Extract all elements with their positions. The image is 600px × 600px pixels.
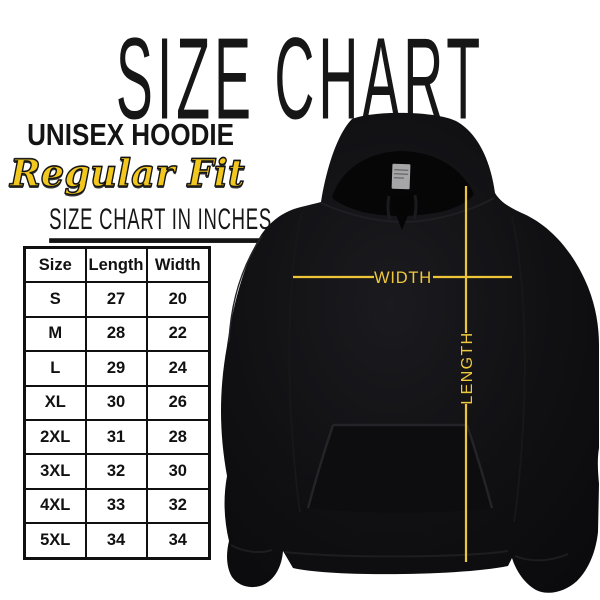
product-name: UNISEX HOODIE (27, 117, 235, 152)
table-heading: SIZE CHART IN INCHES (49, 204, 272, 243)
table-cell: 30 (84, 384, 148, 421)
size-table: Size Length Width S 27 20 M 28 22 L 29 2… (23, 246, 211, 560)
left-column: UNISEX HOODIE Regular Fit SIZE CHART IN … (9, 117, 272, 243)
sleeve-highlight (228, 235, 263, 343)
drawstrings (386, 194, 418, 221)
table-cell: 2XL (23, 418, 87, 456)
table-cell: 22 (145, 315, 211, 353)
table-row: L 29 24 (23, 350, 211, 387)
neck-label (391, 163, 411, 190)
table-cell: S (23, 281, 87, 318)
measurement-overlay: WIDTH LENGTH (293, 186, 512, 562)
width-measure-label: WIDTH (374, 269, 432, 287)
cuff-seams (230, 544, 569, 562)
table-row: 5XL 34 34 (23, 522, 211, 560)
fit-label: Regular Fit (9, 150, 245, 195)
table-cell: 4XL (23, 487, 87, 525)
table-cell: 27 (84, 281, 148, 318)
hem-seam (284, 550, 509, 558)
table-cell: 32 (145, 487, 211, 525)
table-cell: 28 (84, 315, 148, 353)
table-cell: 20 (145, 281, 211, 318)
table-row: 2XL 31 28 (23, 418, 211, 456)
neck-shadow (388, 192, 417, 230)
table-cell: 33 (84, 487, 148, 525)
table-cell: 26 (145, 384, 211, 421)
table-row: 4XL 33 32 (23, 487, 211, 525)
hoodie-body (221, 112, 599, 593)
table-row: 3XL 32 30 (23, 453, 211, 490)
header-cell-width: Width (145, 246, 211, 284)
header-cell-length: Length (84, 246, 148, 284)
table-cell: 3XL (23, 453, 87, 490)
table-cell: XL (23, 384, 87, 421)
table-row: XL 30 26 (23, 384, 211, 421)
table-cell: 34 (145, 522, 211, 560)
table-row: S 27 20 (23, 281, 211, 318)
armhole-seams (288, 211, 526, 523)
length-measure-label: LENGTH (459, 331, 476, 404)
table-cell: 30 (145, 453, 211, 490)
table-cell: 24 (145, 350, 211, 387)
table-cell: 34 (84, 522, 148, 560)
table-cell: M (23, 315, 87, 353)
table-cell: 31 (84, 418, 148, 456)
table-cell: 5XL (23, 522, 87, 560)
table-cell: 32 (84, 453, 148, 490)
table-cell: 29 (84, 350, 148, 387)
table-cell: L (23, 350, 87, 387)
table-header-row: Size Length Width (23, 246, 211, 284)
table-row: M 28 22 (23, 315, 211, 353)
table-cell: 28 (145, 418, 211, 456)
pocket-seams (306, 423, 494, 509)
kangaroo-pocket (308, 425, 492, 513)
header-cell-size: Size (23, 246, 87, 284)
